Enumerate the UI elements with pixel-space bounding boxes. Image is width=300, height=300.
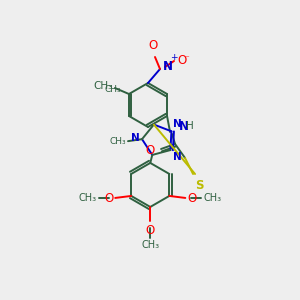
Text: H: H <box>186 121 194 131</box>
Text: O: O <box>187 192 196 206</box>
Text: +: + <box>170 53 178 62</box>
Text: CH₃: CH₃ <box>94 81 113 91</box>
Text: O: O <box>177 53 186 67</box>
Text: ⁻: ⁻ <box>184 54 189 63</box>
Text: O: O <box>148 39 158 52</box>
Text: N: N <box>163 59 173 73</box>
Text: O: O <box>146 145 155 158</box>
Text: S: S <box>195 179 204 192</box>
Text: CH₃: CH₃ <box>203 193 221 203</box>
Text: CH₃: CH₃ <box>141 240 159 250</box>
Text: N: N <box>173 152 182 162</box>
Text: N: N <box>179 119 189 133</box>
Text: N: N <box>173 119 182 129</box>
Text: O: O <box>146 224 155 237</box>
Text: CH₃: CH₃ <box>104 85 121 94</box>
Text: CH₃: CH₃ <box>78 193 96 203</box>
Text: CH₃: CH₃ <box>110 137 126 146</box>
Text: N: N <box>131 133 140 143</box>
Text: O: O <box>104 192 113 206</box>
